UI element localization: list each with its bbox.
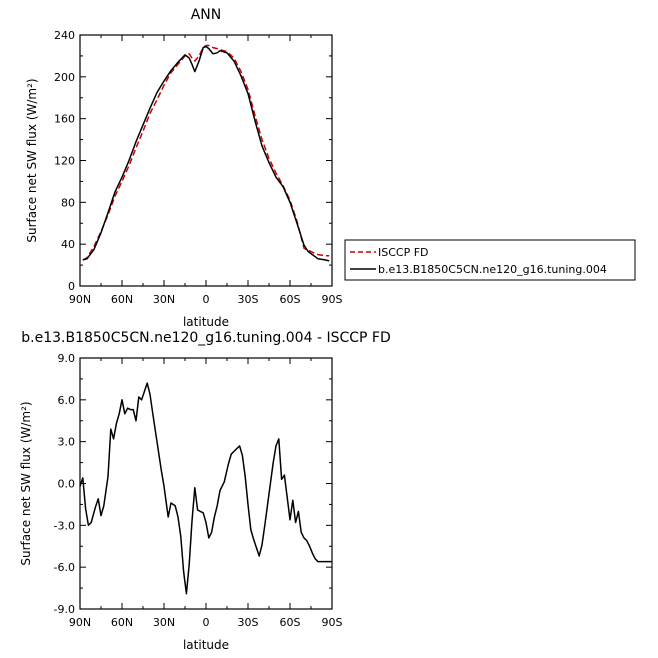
bottom-y-tick-label: -9.0: [54, 603, 75, 616]
top-x-tick-label: 60N: [111, 293, 133, 306]
top-y-tick-label: 160: [54, 113, 75, 126]
top-y-axis-label: Surface net SW flux (W/m²): [25, 78, 39, 242]
top-y-tick-label: 80: [61, 196, 75, 209]
top-x-tick-label: 90N: [69, 293, 91, 306]
legend: ISCCP FD b.e13.B1850C5CN.ne120_g16.tunin…: [344, 239, 636, 281]
bottom-series-line-0: [79, 382, 332, 595]
top-x-ticks: 90N 60N 30N 0 30S 60S 90S: [69, 35, 343, 306]
bottom-panel: b.e13.B1850C5CN.ne120_g16.tuning.004 - I…: [19, 330, 391, 652]
bottom-y-tick-label: 3.0: [58, 436, 76, 449]
bottom-x-tick-label: 90N: [69, 616, 91, 629]
top-y-tick-label: 120: [54, 155, 75, 168]
top-y-ticks: 0 40 80 120 160 200 240: [54, 29, 332, 293]
bottom-y-tick-label: 6.0: [58, 394, 76, 407]
bottom-y-tick-label: 0.0: [58, 478, 76, 491]
top-y-tick-label: 200: [54, 71, 75, 84]
legend-label-isccp: ISCCP FD: [378, 246, 429, 259]
top-y-tick-label: 240: [54, 29, 75, 42]
bottom-y-tick-label: -3.0: [54, 519, 75, 532]
bottom-y-tick-label: 9.0: [58, 352, 76, 365]
legend-label-model: b.e13.B1850C5CN.ne120_g16.tuning.004: [378, 263, 607, 276]
bottom-x-tick-label: 30N: [153, 616, 175, 629]
top-series-line-0: [82, 44, 330, 261]
top-x-tick-label: 30S: [238, 293, 259, 306]
bottom-y-axis-label: Surface net SW flux (W/m²): [19, 401, 33, 565]
bottom-chart-title: b.e13.B1850C5CN.ne120_g16.tuning.004 - I…: [21, 330, 391, 346]
top-x-tick-label: 0: [203, 293, 210, 306]
bottom-x-tick-label: 30S: [238, 616, 259, 629]
top-series-line-1: [82, 45, 330, 262]
bottom-plot-frame: [79, 357, 333, 610]
top-plot-content: [82, 44, 330, 262]
bottom-plot-content: [79, 382, 332, 595]
top-y-tick-label: 0: [68, 280, 75, 293]
top-x-tick-label: 30N: [153, 293, 175, 306]
top-y-tick-label: 40: [61, 238, 75, 251]
bottom-y-ticks: -9.0 -6.0 -3.0 0.0 3.0 6.0 9.0: [54, 352, 332, 616]
bottom-x-tick-label: 90S: [322, 616, 343, 629]
bottom-x-tick-label: 60N: [111, 616, 133, 629]
bottom-x-tick-label: 0: [203, 616, 210, 629]
bottom-y-tick-label: -6.0: [54, 561, 75, 574]
top-chart-title: ANN: [191, 7, 222, 23]
bottom-x-ticks: 90N 60N 30N 0 30S 60S 90S: [69, 358, 343, 629]
top-x-axis-label: latitude: [183, 315, 229, 329]
bottom-x-axis-label: latitude: [183, 638, 229, 652]
top-x-tick-label: 60S: [280, 293, 301, 306]
legend-box: [344, 239, 636, 281]
top-plot-frame: [79, 34, 333, 287]
bottom-x-tick-label: 60S: [280, 616, 301, 629]
top-x-tick-label: 90S: [322, 293, 343, 306]
